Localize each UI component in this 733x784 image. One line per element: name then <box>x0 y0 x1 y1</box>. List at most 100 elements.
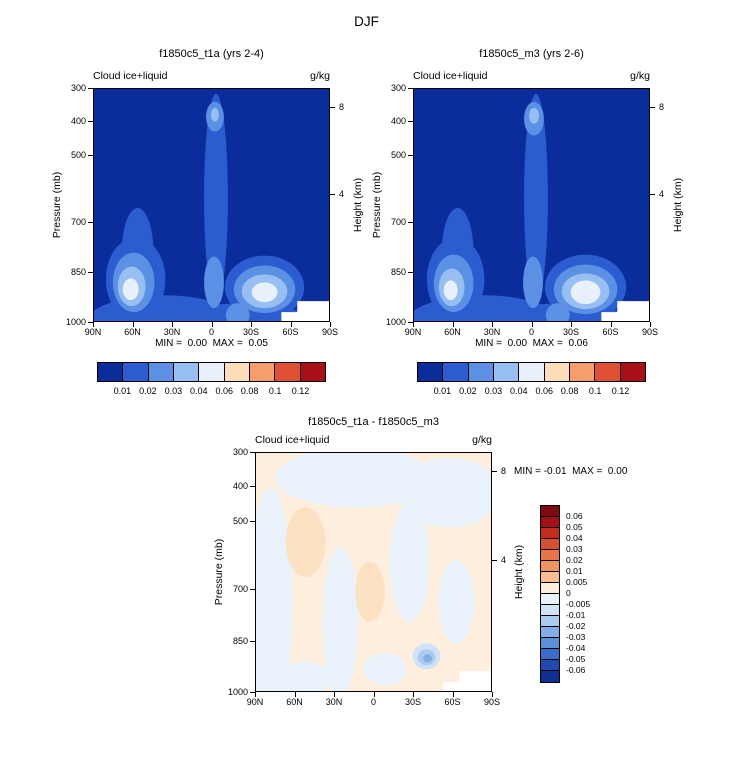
colorbar-cell <box>519 363 545 381</box>
colorbar-cell <box>418 363 444 381</box>
y-tick-label: 700 <box>70 216 86 227</box>
minmax-stats-diff: MIN = -0.01 MAX = 0.00 <box>514 466 628 477</box>
colorbar-cell <box>300 363 325 381</box>
colorbar-tick-label: -0.05 <box>566 654 586 664</box>
colorbar-tick-label: 0.06 <box>566 511 583 521</box>
colorbar-cell <box>541 572 559 583</box>
x-tick-label: 90S <box>483 697 501 707</box>
y-tick-label: 300 <box>70 83 86 93</box>
x-tick-label: 30N <box>483 327 501 337</box>
colorbar-diff <box>540 505 560 683</box>
y-tick-mark <box>250 486 255 487</box>
x-tick-mark <box>93 322 94 327</box>
y-tick-mark <box>408 88 413 89</box>
height-tick-mark <box>330 194 335 195</box>
colorbar-tick-label: 0.04 <box>566 533 583 543</box>
colorbar-tick-label: 0.04 <box>510 386 528 396</box>
y2-axis-label-t1a: Height (km) <box>352 177 364 233</box>
x-tick-label: 30S <box>404 697 422 707</box>
minmax-stats-m3: MIN = 0.00 MAX = 0.06 <box>475 338 588 349</box>
colorbar-tick-label: 0.1 <box>268 386 282 396</box>
contour-art-t1a <box>94 89 329 321</box>
x-tick-mark <box>291 322 292 327</box>
colorbar-tick-label: 0.01 <box>566 566 583 576</box>
colorbar-cell <box>544 363 570 381</box>
colorbar-cell <box>123 363 149 381</box>
units-label-m3: g/kg <box>630 70 650 82</box>
colorbar-tick-label: 0.06 <box>535 386 553 396</box>
x-tick-mark <box>453 692 454 697</box>
colorbar-tick-label: 0.02 <box>566 555 583 565</box>
x-tick-label: 60N <box>124 327 141 337</box>
colorbar-tick-label: -0.06 <box>566 665 586 675</box>
y-tick-mark <box>250 692 255 693</box>
y2-axis-label-diff: Height (km) <box>513 544 525 600</box>
y-tick-label: 500 <box>70 149 86 160</box>
height-tick-label: 8 <box>501 466 507 477</box>
x-tick-mark <box>295 692 296 697</box>
height-tick-label: 4 <box>501 555 507 566</box>
colorbar-tick-label: 0.04 <box>190 386 208 396</box>
colorbar-tick-label: 0.03 <box>484 386 503 396</box>
height-tick-mark <box>492 560 497 561</box>
colorbar-cell <box>98 363 124 381</box>
colorbar-tick-label: 0.12 <box>611 386 630 396</box>
y-tick-label: 300 <box>232 447 248 457</box>
height-tick-mark <box>492 471 497 472</box>
x-tick-mark <box>334 692 335 697</box>
height-tick-label: 8 <box>659 101 665 112</box>
y-tick-mark <box>408 322 413 323</box>
colorbar-tick-label: 0.1 <box>588 386 602 396</box>
contour-art-diff <box>256 453 491 691</box>
colorbar-cell <box>541 561 559 572</box>
x-tick-mark <box>133 322 134 327</box>
y-tick-mark <box>88 121 93 122</box>
y-tick-label: 1000 <box>65 317 86 327</box>
y-tick-label: 1000 <box>227 687 248 697</box>
x-tick-label: 0 <box>528 327 535 337</box>
x-tick-mark <box>492 692 493 697</box>
colorbar-cell <box>595 363 621 381</box>
x-tick-mark <box>255 692 256 697</box>
height-tick-mark <box>330 107 335 108</box>
x-tick-label: 60N <box>444 327 461 337</box>
colorbar-cell <box>541 616 559 627</box>
colorbar-cell <box>541 638 559 649</box>
x-tick-mark <box>492 322 493 327</box>
y-tick-mark <box>408 222 413 223</box>
colorbar-tick-label: 0.02 <box>139 386 157 396</box>
colorbar-tick-label: -0.02 <box>566 621 586 631</box>
x-tick-label: 90S <box>321 327 339 337</box>
colorbar-cell <box>443 363 469 381</box>
field-label-diff: Cloud ice+liquid <box>255 434 330 446</box>
colorbar-tick-label: 0.08 <box>560 386 579 396</box>
colorbar-cell <box>541 550 559 561</box>
colorbar-tick-label: -0.01 <box>566 610 586 620</box>
x-tick-label: 90N <box>246 697 264 707</box>
colorbar-tick-label: 0.06 <box>215 386 233 396</box>
y-tick-label: 850 <box>232 635 248 646</box>
y-tick-label: 850 <box>390 266 406 277</box>
x-tick-label: 30N <box>325 697 343 707</box>
colorbar-m3 <box>417 362 646 382</box>
x-tick-mark <box>611 322 612 327</box>
colorbar-tick-label: 0.12 <box>291 386 310 396</box>
colorbar-tick-label: 0.01 <box>433 386 452 396</box>
x-tick-label: 0 <box>370 697 377 707</box>
colorbar-cell <box>275 363 301 381</box>
units-label-diff: g/kg <box>472 434 492 446</box>
height-tick-label: 4 <box>659 188 665 199</box>
y-tick-mark <box>88 155 93 156</box>
colorbar-tick-label: 0.03 <box>566 544 583 554</box>
x-tick-label: 60S <box>282 327 299 337</box>
colorbar-cell <box>541 627 559 638</box>
x-tick-label: 30S <box>242 327 260 337</box>
y-tick-mark <box>88 272 93 273</box>
colorbar-cell <box>224 363 250 381</box>
y-axis-label-diff: Pressure (mb) <box>213 538 225 606</box>
colorbar-cell <box>541 660 559 671</box>
x-tick-mark <box>413 322 414 327</box>
colorbar-cell <box>249 363 276 381</box>
height-tick-mark <box>650 107 655 108</box>
